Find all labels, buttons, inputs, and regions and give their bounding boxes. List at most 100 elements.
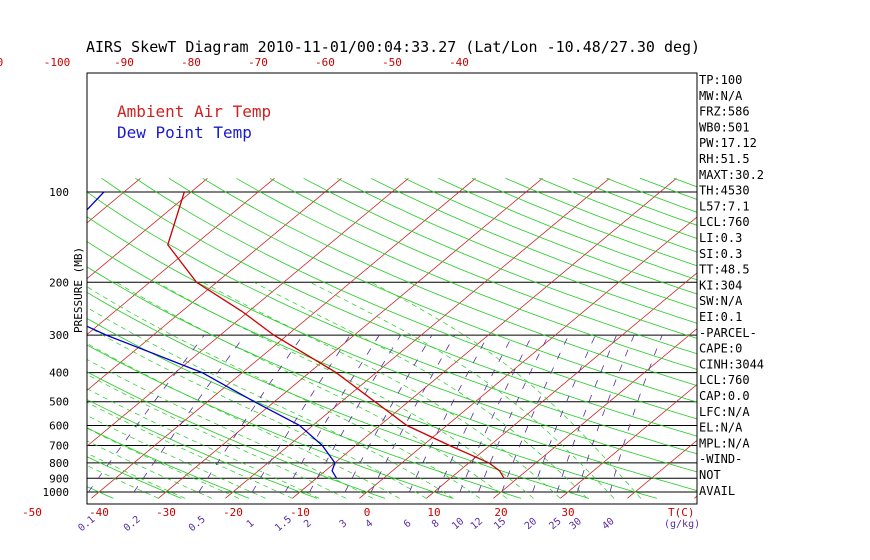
mixing-ratio-tick-label: 12 (469, 516, 485, 532)
index-item: CINH:3044 (699, 357, 764, 371)
moist-adiabat-line (253, 281, 588, 499)
mixing-ratio-tick-label: 10 (450, 516, 466, 532)
index-item: TP:100 (699, 73, 742, 87)
isotherm-line (87, 177, 342, 391)
air-temp-line (167, 191, 505, 479)
legend-air-temp: Ambient Air Temp (117, 102, 271, 121)
mixing-ratio-line (532, 334, 596, 493)
index-item: AVAIL (699, 484, 735, 498)
moist-adiabat-line (87, 427, 239, 499)
isotherm-line (493, 328, 697, 499)
mixing-ratio-line (198, 334, 304, 493)
mixing-ratio-tick-label: 4 (364, 518, 376, 530)
mixing-ratio-line (309, 334, 402, 493)
dry-adiabat-line (87, 266, 658, 499)
dry-adiabat-line (87, 456, 182, 499)
dew-point-line (87, 191, 338, 479)
pressure-tick-label: 500 (49, 396, 69, 409)
moist-adiabat-line (157, 281, 534, 499)
legend-dew-temp: Dew Point Temp (117, 123, 252, 142)
top-temp-tick-label: -40 (449, 56, 469, 69)
dry-adiabat-line (303, 177, 697, 339)
isotherm-line (87, 177, 275, 336)
pressure-tick-label: 800 (49, 457, 69, 470)
dry-adiabat-line (0, 178, 45, 498)
isotherm-line (560, 383, 697, 499)
plot-border (86, 72, 698, 505)
mixing-ratio-line (408, 334, 489, 493)
mixing-ratio-tick-label: 2 (302, 518, 314, 530)
mixing-ratio-line (501, 334, 570, 493)
dry-adiabat-line (87, 291, 590, 499)
mixing-ratio-tick-label: 20 (523, 516, 539, 532)
index-item: TH:4530 (699, 184, 750, 198)
mixing-unit-label: (g/kg) (664, 519, 700, 530)
mixing-ratio-line (609, 334, 663, 493)
top-temp-tick-label: -90 (114, 56, 134, 69)
index-item: TT:48.5 (699, 263, 750, 277)
bottom-temp-tick-label: 10 (427, 506, 440, 519)
isotherm-line (87, 177, 409, 447)
dry-adiabat-line (236, 177, 697, 370)
index-item: SI:0.3 (699, 247, 742, 261)
temp-unit-label: T(C) (668, 506, 695, 519)
index-item: LCL:760 (699, 215, 750, 229)
index-item: CAPE:0 (699, 342, 742, 356)
top-temp-tick-label: -110 (0, 56, 3, 69)
y-axis-label: PRESSURE (MB) (72, 247, 85, 333)
dry-adiabat-line (471, 177, 697, 267)
moist-adiabat-line (87, 465, 159, 499)
pressure-tick-label: 100 (49, 186, 69, 199)
bottom-temp-tick-label: -20 (223, 506, 243, 519)
mixing-ratio-tick-label: 3 (338, 518, 350, 530)
index-item: PW:17.12 (699, 136, 757, 150)
moist-adiabat-line (87, 306, 454, 499)
bottom-temp-tick-label: -30 (156, 506, 176, 519)
index-item: MW:N/A (699, 89, 743, 103)
mixing-ratio-line (437, 334, 514, 493)
index-item: MPL:N/A (699, 436, 750, 450)
top-temp-tick-label: -60 (315, 56, 335, 69)
dry-adiabat-line (87, 371, 386, 499)
pressure-tick-label: 1000 (43, 486, 70, 499)
moist-adiabat-line (87, 286, 481, 499)
isotherm-line (627, 439, 697, 499)
dry-adiabat-line (87, 344, 454, 499)
mixing-ratio-tick-label: 6 (402, 518, 414, 530)
moist-adiabat-line (87, 359, 373, 499)
dry-adiabat-line (168, 177, 697, 403)
index-item: SW:N/A (699, 294, 743, 308)
mixing-ratio-line (133, 334, 246, 493)
index-item: NOT (699, 468, 721, 482)
pressure-tick-label: 200 (49, 276, 69, 289)
dry-adiabat-line (505, 177, 697, 253)
profile-lines (87, 191, 505, 479)
index-item: KI:304 (699, 278, 742, 292)
pressure-tick-label: 900 (49, 472, 69, 485)
moist-adiabat-line (87, 452, 186, 499)
dry-adiabat-line (87, 216, 697, 473)
bottom-temp-tick-label: 20 (494, 506, 507, 519)
mixing-ratio-line (88, 334, 205, 493)
mixing-ratio-tick-label: 1 (245, 518, 257, 530)
pressure-tick-label: 600 (49, 419, 69, 432)
top-temp-tick-label: -70 (248, 56, 268, 69)
isotherm-line (359, 216, 697, 499)
isotherm-line (292, 177, 677, 499)
moist-adiabat-line (202, 281, 561, 499)
index-item: MAXT:30.2 (699, 168, 764, 182)
top-temp-tick-label: -80 (181, 56, 201, 69)
index-item: EL:N/A (699, 421, 743, 435)
dry-adiabat-line (87, 399, 318, 499)
pressure-tick-label: 300 (49, 329, 69, 342)
index-item: LCL:760 (699, 373, 750, 387)
isotherm-line (87, 177, 208, 280)
mixing-ratio-tick-label: 8 (430, 518, 442, 530)
mixing-ratio-line (577, 334, 635, 493)
index-item: RH:51.5 (699, 152, 750, 166)
bottom-temp-tick-label: -10 (290, 506, 310, 519)
dry-adiabat-line (337, 177, 697, 324)
index-item: FRZ:586 (699, 105, 750, 119)
